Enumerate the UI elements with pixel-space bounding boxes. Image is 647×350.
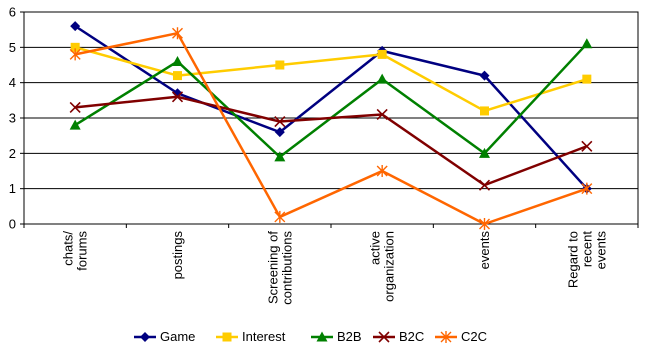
data-point-interest bbox=[582, 74, 592, 84]
series-line-c2c bbox=[74, 31, 588, 226]
x-category-label: active bbox=[368, 231, 383, 265]
x-category-label: recent bbox=[579, 231, 594, 268]
legend-label: B2B bbox=[337, 329, 362, 344]
series-lines bbox=[69, 21, 593, 230]
x-category-label: postings bbox=[170, 231, 185, 280]
data-point-c2c bbox=[581, 182, 593, 195]
legend-label: Game bbox=[160, 329, 195, 344]
data-point-b2c bbox=[376, 108, 388, 121]
y-tick-label: 5 bbox=[9, 40, 16, 55]
data-point-b2b bbox=[172, 55, 183, 66]
data-point-c2c bbox=[479, 218, 490, 230]
legend-label: Interest bbox=[242, 329, 286, 344]
y-tick-label: 0 bbox=[9, 217, 16, 232]
legend-marker bbox=[316, 331, 328, 342]
data-point-interest bbox=[70, 42, 80, 52]
legend-label: B2C bbox=[399, 329, 424, 344]
series-b2c bbox=[69, 91, 593, 191]
data-point-interest bbox=[480, 106, 489, 116]
data-point-game bbox=[70, 21, 81, 32]
data-point-b2b bbox=[69, 119, 81, 130]
x-category-label: Regard to bbox=[565, 231, 580, 288]
x-category-label: Screening of bbox=[265, 231, 280, 304]
data-point-game bbox=[172, 88, 183, 99]
legend: Game Interest B2B B2C C2C bbox=[134, 329, 487, 344]
data-point-b2c bbox=[171, 91, 184, 103]
y-tick-label: 1 bbox=[9, 181, 16, 196]
x-category-label: events bbox=[477, 231, 492, 270]
legend-item-c2c: C2C bbox=[435, 329, 487, 344]
x-category-label: organization bbox=[382, 231, 397, 302]
x-category-label: events bbox=[593, 231, 608, 270]
data-point-b2c bbox=[478, 179, 491, 191]
data-point-c2c bbox=[172, 27, 183, 40]
data-point-b2c bbox=[581, 140, 593, 152]
series-line-game bbox=[74, 25, 588, 190]
legend-item-b2c: B2C bbox=[373, 329, 424, 344]
data-point-b2b bbox=[376, 73, 388, 84]
axes bbox=[20, 11, 639, 228]
legend-marker bbox=[222, 332, 232, 342]
series-line-interest bbox=[74, 46, 588, 113]
data-point-b2c bbox=[274, 115, 286, 128]
legend-item-game: Game bbox=[134, 329, 195, 344]
data-point-interest bbox=[275, 60, 285, 70]
x-category-label: forums bbox=[75, 231, 90, 271]
x-axis-category-labels: chats/forums postings Screening of contribu… bbox=[61, 231, 609, 305]
legend-marker bbox=[440, 331, 452, 343]
data-point-game bbox=[274, 127, 285, 138]
legend-marker bbox=[378, 331, 390, 343]
x-category-label: chats/ bbox=[61, 231, 76, 266]
series-c2c bbox=[69, 27, 593, 230]
data-point-interest bbox=[377, 49, 387, 59]
y-tick-label: 3 bbox=[9, 111, 16, 126]
data-point-b2b bbox=[479, 147, 490, 158]
legend-item-interest: Interest bbox=[216, 329, 286, 344]
legend-label: C2C bbox=[461, 329, 487, 344]
legend-item-b2b: B2B bbox=[311, 329, 362, 344]
data-point-c2c bbox=[274, 210, 286, 223]
data-point-c2c bbox=[69, 48, 81, 61]
legend-marker bbox=[140, 332, 150, 342]
y-axis-tick-labels: 0 1 2 3 4 5 6 bbox=[9, 5, 16, 232]
y-tick-label: 4 bbox=[9, 75, 16, 90]
series-line-b2c bbox=[75, 95, 588, 187]
data-point-game bbox=[479, 70, 490, 81]
x-category-label: contributions bbox=[279, 231, 294, 305]
y-tick-label: 6 bbox=[9, 5, 16, 20]
y-tick-label: 2 bbox=[9, 146, 16, 161]
data-point-c2c bbox=[376, 165, 388, 177]
data-point-interest bbox=[173, 71, 182, 81]
data-point-b2b bbox=[581, 38, 593, 49]
data-point-b2b bbox=[274, 151, 286, 162]
data-point-b2c bbox=[69, 101, 81, 113]
